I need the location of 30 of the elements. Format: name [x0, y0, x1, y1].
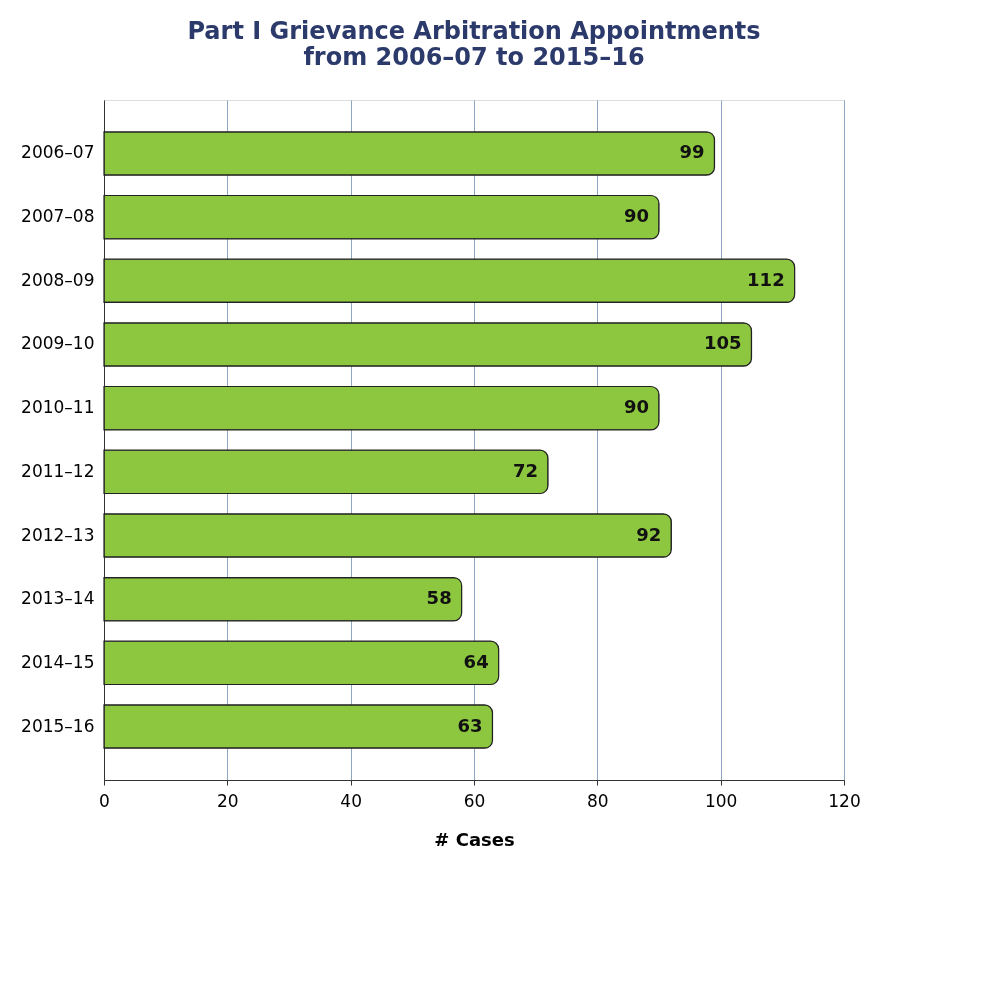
x-tick-label: 80: [587, 790, 609, 811]
y-tick-label: 2006–07: [21, 142, 95, 163]
y-tick-label: 2009–10: [21, 333, 95, 354]
y-tick-label: 2011–12: [21, 460, 95, 481]
y-tick-label: 2012–13: [21, 524, 95, 545]
x-tick-label: 0: [99, 790, 110, 811]
x-axis-title: # Cases: [434, 828, 515, 850]
data-label: 72: [512, 459, 538, 481]
x-tick-label: 120: [828, 790, 861, 811]
text: from 2006–07 to 2015–16: [303, 43, 645, 71]
x-tick-label: 60: [463, 790, 486, 811]
data-label: 90: [623, 396, 649, 418]
data-label: 92: [636, 523, 662, 545]
y-tick-label: 2010–11: [21, 397, 95, 418]
y-tick-label: 2007–08: [21, 206, 95, 227]
x-tick-label: 40: [340, 790, 362, 811]
data-label: 63: [457, 714, 483, 736]
y-tick-label: 2014–15: [21, 651, 95, 672]
y-tick-label: 2015–16: [21, 715, 95, 736]
y-tick-label: 2008–09: [21, 269, 95, 290]
data-label: 64: [463, 650, 489, 672]
data-label: 112: [747, 268, 785, 290]
data-label: 90: [623, 205, 649, 227]
data-label: 105: [703, 332, 742, 354]
data-label: 99: [679, 141, 705, 163]
x-tick-label: 20: [217, 790, 239, 811]
y-tick-label: 2013–14: [21, 588, 95, 609]
x-tick-label: 100: [704, 790, 738, 811]
data-label: 58: [426, 587, 452, 609]
text: Part I Grievance Arbitration Appointments: [187, 17, 761, 45]
